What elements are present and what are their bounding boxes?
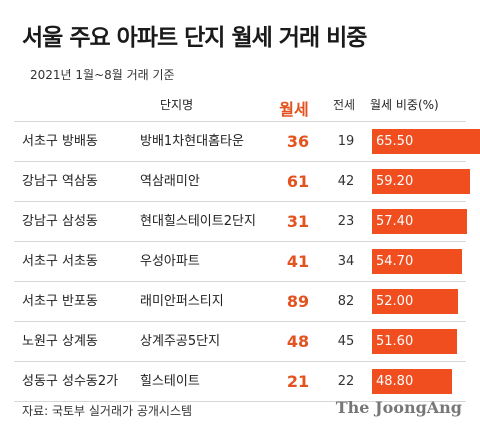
- table-body: 서초구 방배동 방배1차현대홈타운 36 19 65.50 강남구 역삼동 역삼래미안 61 4…: [14, 121, 480, 402]
- share-value-label: 59.20: [376, 174, 414, 189]
- table-row: 성동구 성수동2가 힐스테이트 21 22 48.80: [14, 361, 466, 402]
- jeonse-count: 19: [337, 134, 355, 149]
- source-note: 자료: 국토부 실거래가 공개시스템: [22, 404, 193, 418]
- complex-name: 역삼래미안: [140, 174, 200, 189]
- district-label: 서초구 방배동: [22, 134, 98, 149]
- complex-name: 상계주공5단지: [140, 334, 221, 349]
- share-bar: [372, 169, 470, 194]
- share-value-label: 57.40: [376, 214, 414, 229]
- share-value-label: 48.80: [376, 374, 414, 389]
- complex-name: 우성아파트: [140, 254, 200, 269]
- header-jeonse: 전세: [332, 98, 356, 112]
- table-row: 서초구 서초동 우성아파트 41 34 54.70: [14, 241, 466, 281]
- share-bar: [372, 289, 458, 314]
- district-label: 노원구 상계동: [22, 334, 98, 349]
- share-value-label: 52.00: [376, 294, 414, 309]
- rent-count: 61: [286, 172, 310, 191]
- header-complex: 단지명: [160, 98, 194, 112]
- table-row: 서초구 방배동 방배1차현대홈타운 36 19 65.50: [14, 121, 480, 161]
- rent-count: 41: [286, 252, 310, 271]
- share-value-label: 65.50: [376, 134, 414, 149]
- share-bar: [372, 209, 467, 234]
- header-rent: 월세: [279, 100, 309, 119]
- jeonse-count: 23: [337, 214, 355, 229]
- complex-name: 래미안퍼스티지: [140, 294, 224, 309]
- table-row: 강남구 삼성동 현대힐스테이트2단지 31 23 57.40: [14, 201, 467, 241]
- share-bar: [372, 369, 453, 394]
- jeonse-count: 45: [337, 334, 355, 349]
- district-label: 강남구 역삼동: [22, 174, 98, 189]
- brand-logo: The JoongAng: [335, 398, 462, 417]
- table-header: 단지명 월세 전세 월세 비중(%): [0, 96, 480, 120]
- share-bar: [372, 329, 458, 354]
- jeonse-count: 82: [337, 294, 355, 309]
- header-share: 월세 비중(%): [370, 98, 439, 112]
- complex-name: 힐스테이트: [140, 374, 200, 389]
- share-bar: [372, 249, 463, 274]
- rent-count: 36: [286, 132, 310, 151]
- rent-count: 21: [286, 372, 310, 391]
- jeonse-count: 22: [337, 374, 355, 389]
- district-label: 서초구 반포동: [22, 294, 98, 309]
- table-row: 노원구 상계동 상계주공5단지 48 45 51.60: [14, 321, 466, 361]
- rent-count: 48: [286, 332, 310, 351]
- jeonse-count: 34: [337, 254, 355, 269]
- table-row: 서초구 반포동 래미안퍼스티지 89 82 52.00: [14, 281, 466, 321]
- share-value-label: 54.70: [376, 254, 414, 269]
- district-label: 강남구 삼성동: [22, 214, 98, 229]
- district-label: 서초구 서초동: [22, 254, 98, 269]
- complex-name: 방배1차현대홈타운: [140, 134, 244, 149]
- complex-name: 현대힐스테이트2단지: [140, 214, 256, 229]
- table-row: 강남구 역삼동 역삼래미안 61 42 59.20: [14, 161, 470, 201]
- chart-title: 서울 주요 아파트 단지 월세 거래 비중: [22, 25, 367, 51]
- rent-count: 31: [286, 212, 310, 231]
- jeonse-count: 42: [337, 174, 355, 189]
- district-label: 성동구 성수동2가: [22, 374, 119, 389]
- share-bar: [372, 129, 480, 154]
- chart-subtitle: 2021년 1월~8월 거래 기준: [30, 68, 175, 82]
- share-value-label: 51.60: [376, 334, 414, 349]
- rent-count: 89: [286, 292, 310, 311]
